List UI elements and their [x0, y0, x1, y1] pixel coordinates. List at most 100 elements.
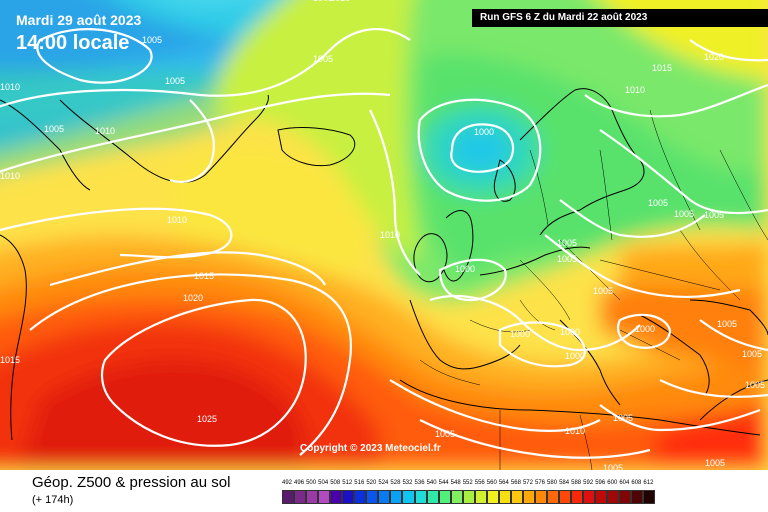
legend-label: 552: [462, 480, 473, 486]
legend-label: 500: [306, 480, 317, 486]
legend-label: 544: [438, 480, 449, 486]
legend-label: 584: [559, 480, 570, 486]
isobar-label: 1015: [194, 271, 214, 281]
footer-bar: Géop. Z500 & pression au sol (+ 174h) 49…: [0, 470, 768, 512]
legend-swatch: [294, 490, 307, 504]
legend-label: 608: [631, 480, 642, 486]
legend-label: 492: [282, 480, 293, 486]
legend-label: 556: [474, 480, 485, 486]
forecast-hour: (+ 174h): [32, 494, 74, 506]
map-canvas: 1005 1005 1005 1005 1010 1010 1010 1010 …: [0, 0, 768, 470]
legend-swatch: [402, 490, 415, 504]
legend-label: 592: [583, 480, 594, 486]
legend-swatch: [522, 490, 535, 504]
isobar-label: 1020: [183, 293, 203, 303]
legend-swatch: [390, 490, 403, 504]
isobar-label: 1000: [565, 351, 585, 361]
isobar-label: 1005: [704, 210, 724, 220]
legend-label: 580: [547, 480, 558, 486]
legend-label: 588: [571, 480, 582, 486]
isobar-label: 1000: [560, 327, 580, 337]
isobar-label: 1005: [557, 254, 577, 264]
isobar-label: 1005: [313, 0, 333, 3]
legend-cells: [282, 490, 752, 504]
isobar-label: 1005: [557, 238, 577, 248]
isobar-label: 1010: [0, 82, 20, 92]
copyright-text: Copyright © 2023 Meteociel.fr: [300, 443, 441, 454]
legend-label: 596: [595, 480, 606, 486]
legend-swatch: [619, 490, 632, 504]
legend-swatch: [643, 490, 656, 504]
isobar-label: 1005: [142, 35, 162, 45]
isobar-label: 1005: [705, 458, 725, 468]
legend-label: 504: [318, 480, 329, 486]
legend-swatch: [547, 490, 560, 504]
legend-swatch: [474, 490, 487, 504]
isobar-label: 1000: [474, 127, 494, 137]
isobar-label: 1010: [330, 0, 350, 3]
legend-label: 520: [366, 480, 377, 486]
legend-label: 536: [414, 480, 425, 486]
legend-swatch: [378, 490, 391, 504]
isobar-label: 1005: [44, 124, 64, 134]
isobar-label: 1015: [0, 355, 20, 365]
legend-label: 564: [498, 480, 509, 486]
country-borders: [419, 109, 768, 470]
legend-swatch: [318, 490, 331, 504]
legend-swatch: [354, 490, 367, 504]
isobar-label: 1005: [313, 54, 333, 64]
isobar-label: 1010: [565, 426, 585, 436]
legend-swatch: [438, 490, 451, 504]
legend-swatch: [534, 490, 548, 504]
legend-swatch: [450, 490, 463, 504]
legend-swatch: [595, 490, 608, 504]
isobar-label: 1005: [648, 198, 668, 208]
legend-swatch: [631, 490, 644, 504]
legend-swatch: [571, 490, 584, 504]
isobar-label: 1010: [167, 215, 187, 225]
legend-swatch: [330, 490, 343, 504]
legend-label: 516: [354, 480, 365, 486]
isobar-label: 1000: [510, 329, 530, 339]
legend-label: 568: [510, 480, 521, 486]
run-info-banner: Run GFS 6 Z du Mardi 22 août 2023: [472, 9, 768, 27]
map-title: Géop. Z500 & pression au sol: [32, 474, 231, 491]
isobar-label: 1005: [717, 319, 737, 329]
legend-swatch: [366, 490, 379, 504]
valid-date: Mardi 29 août 2023: [16, 12, 142, 28]
legend-swatch: [583, 490, 596, 504]
isobar-label: 1010: [95, 126, 115, 136]
isobar-label: 1005: [742, 349, 762, 359]
legend-label: 524: [378, 480, 389, 486]
legend-swatch: [510, 490, 523, 504]
legend-label: 532: [402, 480, 413, 486]
legend-swatch: [282, 490, 295, 504]
isobar-label: 1005: [745, 380, 765, 390]
legend-label: 508: [330, 480, 341, 486]
isobar-label: 1010: [625, 85, 645, 95]
legend-label: 496: [294, 480, 305, 486]
legend-swatch: [498, 490, 511, 504]
legend-label: 560: [486, 480, 497, 486]
valid-time: 14:00 locale: [16, 32, 130, 54]
isobar-label: 1000: [455, 264, 475, 274]
isobar-label: 1010: [380, 230, 400, 240]
legend-swatch: [462, 490, 475, 504]
isobar-label: 1005: [674, 209, 694, 219]
isobar-label: 1025: [197, 414, 217, 424]
isobar-label: 1020: [704, 52, 724, 62]
isobar-label: 1005: [165, 76, 185, 86]
legend-swatch: [426, 490, 439, 504]
legend-label: 512: [342, 480, 353, 486]
legend-label: 600: [607, 480, 618, 486]
legend-swatch: [342, 490, 355, 504]
legend-label: 604: [619, 480, 630, 486]
legend-swatch: [559, 490, 572, 504]
isobar-label: 1015: [652, 63, 672, 73]
legend-label: 548: [450, 480, 461, 486]
legend-swatch: [306, 490, 319, 504]
color-legend: 492 496 500 504 508 512 516 520 524 528 532 536 540 5…: [282, 480, 752, 512]
legend-label: 576: [534, 480, 545, 486]
isobar-label: 1005: [603, 463, 623, 470]
